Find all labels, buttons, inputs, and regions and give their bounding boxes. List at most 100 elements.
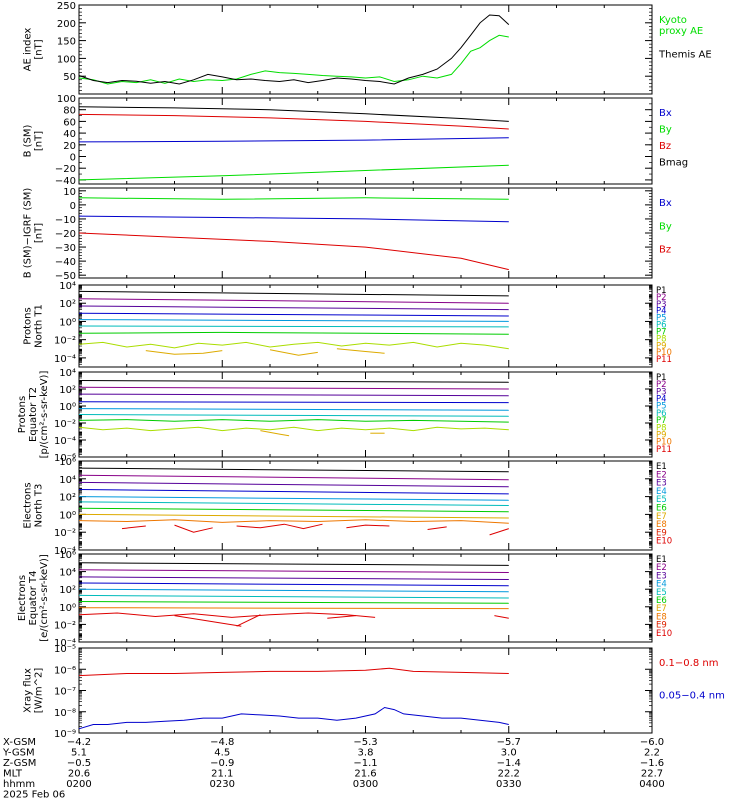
y-tick-label: 10⁻⁹	[54, 729, 76, 740]
y-tick-label: −10	[55, 215, 76, 226]
y-tick-label: 10⁻⁶	[54, 453, 76, 464]
y-tick-label: −40	[55, 176, 76, 187]
legend-entry: E3	[656, 479, 667, 489]
y-tick-label: 100	[57, 54, 76, 65]
y-tick-label: 60	[63, 117, 76, 128]
legend-entry: P10	[656, 438, 672, 448]
legend-entry: E7	[656, 512, 667, 522]
info-row-value: −1.1	[353, 758, 377, 769]
y-tick-label: 10⁴	[59, 568, 76, 579]
legend-entry: E2	[656, 470, 667, 480]
legend-entry: Themis AE	[658, 50, 712, 61]
series-line-enorth-e10d	[346, 524, 390, 529]
series-line-bsm-bmag	[78, 106, 509, 122]
legend-entry: E6	[656, 504, 667, 514]
info-row-value: 0200	[66, 779, 91, 790]
legend-entry: E5	[656, 495, 667, 505]
series-line-enorth-e9	[78, 519, 509, 524]
series-line-enorth-e3	[78, 481, 509, 488]
info-row-value: 0300	[353, 779, 378, 790]
series-line-pequator-p6	[78, 414, 509, 417]
legend-entry: E8	[656, 612, 667, 622]
legend-entry: E2	[656, 563, 667, 573]
series-line-bigrf-by	[78, 197, 509, 200]
info-row-value: −4.8	[210, 737, 234, 748]
y-tick-label: 10⁻²	[54, 419, 76, 430]
legend-entry: proxy AE	[659, 26, 703, 37]
info-row-value: 22.2	[498, 769, 520, 780]
series-line-eequator-e4	[78, 582, 509, 587]
y-tick-label: 50	[63, 72, 76, 83]
legend-entry: P4	[656, 395, 667, 405]
info-row-value: −0.9	[210, 758, 234, 769]
y-tick-label: 10²	[59, 585, 76, 596]
info-row-value: −1.4	[497, 758, 521, 769]
y-tick-label: 10⁻⁴	[54, 436, 76, 447]
y-axis-title-pnorth: North T1	[34, 304, 45, 348]
series-line-bigrf-bx	[78, 215, 509, 223]
legend-entry: P5	[656, 314, 667, 324]
legend-entry: P8	[656, 423, 667, 433]
series-line-enorth-e10a	[121, 525, 146, 530]
y-tick-label: 10⁴	[59, 281, 76, 292]
series-line-xray-0-05-0-4-nm	[78, 706, 509, 730]
info-row-value: 0400	[639, 779, 664, 790]
series-line-pequator-p1	[78, 380, 509, 383]
series-line-bsm-by	[78, 164, 509, 181]
y-tick-label: 100	[57, 94, 76, 105]
series-line-eequator-e1	[78, 562, 509, 566]
legend-entry: E6	[656, 596, 667, 606]
info-row-value: −5.7	[497, 737, 521, 748]
series-line-pnorth-p3	[78, 305, 509, 311]
y-tick-label: 10⁻⁶	[54, 665, 76, 676]
y-axis-title-ae: AE index	[23, 28, 34, 72]
y-tick-label: 10⁰	[59, 510, 76, 521]
series-line-eequator-e7	[78, 601, 509, 604]
legend-entry: E9	[656, 528, 667, 538]
y-tick-label: 10⁻⁸	[54, 708, 76, 719]
legend-entry: Bx	[659, 108, 672, 119]
series-line-ae-themis-ae	[78, 14, 510, 85]
y-tick-label: 10²	[59, 493, 76, 504]
y-tick-label: 10⁻²	[54, 336, 76, 347]
series-line-eequator-e9d	[327, 615, 356, 619]
y-axis-title-bigrf: B (SM)−IGRF (SM)	[23, 188, 34, 279]
y-tick-label: −50	[55, 271, 76, 282]
series-line-pnorth-p5	[78, 319, 509, 322]
info-row-value: 2.2	[644, 748, 660, 759]
series-line-enorth-e10e	[427, 526, 447, 530]
y-tick-label: −20	[55, 164, 76, 175]
legend-entry: Bx	[659, 198, 672, 209]
legend-entry: P3	[656, 387, 667, 397]
y-tick-label: 10⁶	[59, 550, 76, 561]
y-tick-label: 10⁻⁵	[54, 644, 76, 655]
info-row-value: 22.7	[641, 769, 663, 780]
legend-entry: P11	[656, 355, 672, 365]
y-tick-label: 80	[63, 106, 76, 117]
legend-entry: E4	[656, 487, 667, 497]
info-row-label: MLT	[3, 769, 23, 780]
legend-entry: E4	[656, 580, 667, 590]
y-tick-label: 0	[70, 153, 76, 164]
y-axis-title-xray: [W/m^2]	[34, 668, 45, 714]
y-axis-title-eequator: Equator T4	[28, 571, 39, 626]
info-row-value: 20.6	[68, 769, 90, 780]
legend-entry: E7	[656, 604, 667, 614]
y-axis-title-ae: [nT]	[34, 39, 45, 59]
info-row-value: −6.0	[640, 737, 664, 748]
series-line-ae-kyoto-proxy-ae	[78, 34, 509, 85]
series-line-pnorth-p6	[78, 325, 509, 328]
info-row-value: 3.8	[358, 748, 374, 759]
info-row-label: Z-GSM	[3, 758, 36, 769]
legend-entry: 0.1−0.8 nm	[659, 658, 718, 669]
series-line-enorth-e8	[78, 513, 509, 519]
legend-entry: P7	[656, 327, 667, 337]
series-line-pnorth-p4	[78, 312, 509, 317]
y-tick-label: 0	[70, 201, 76, 212]
y-tick-label: 10⁴	[59, 368, 76, 379]
info-row-value: −1.6	[640, 758, 664, 769]
series-line-enorth-e10f	[489, 528, 509, 536]
info-row-value: 3.0	[501, 748, 517, 759]
legend-entry: P8	[656, 334, 667, 344]
